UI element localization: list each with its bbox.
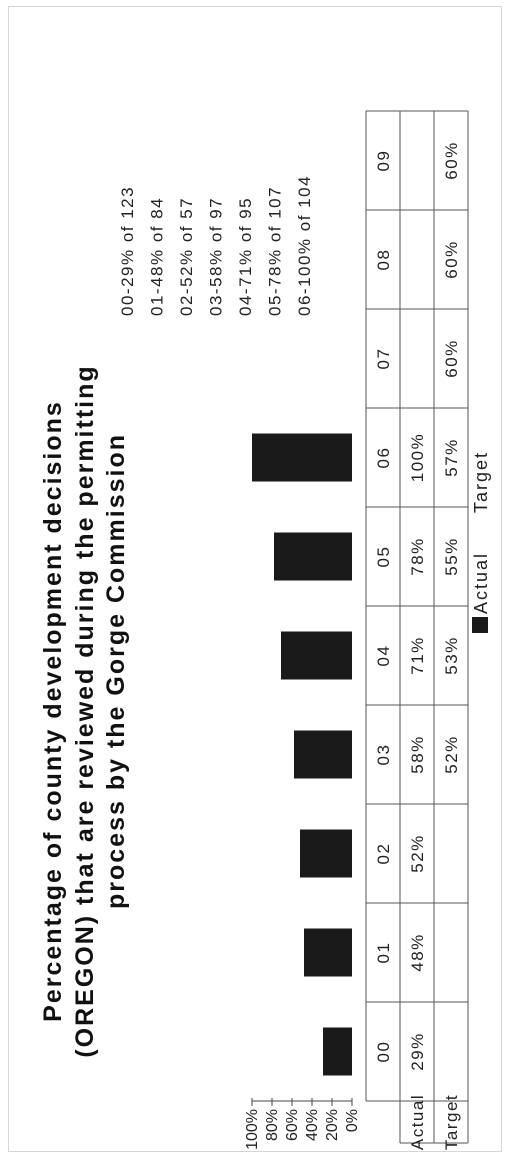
data-label: 53% (442, 636, 461, 675)
chart-frame: Percentage of county development decisio… (8, 6, 502, 1152)
y-axis: 0%20%40%60%80%100% (244, 1098, 361, 1150)
data-label: 78% (408, 537, 427, 576)
bar-actual (294, 730, 352, 779)
data-label: 60% (442, 339, 461, 378)
chart-title-line: process by the Gorge Commission (102, 433, 130, 909)
y-tick-label: 60% (284, 1109, 301, 1141)
category-label: 06 (374, 447, 393, 469)
bar-actual (304, 928, 352, 977)
data-table: 00 01 02 03 04 05 06 07 08 09 Actual 29% 48% 52% 58% 71… (365, 110, 469, 1150)
data-label: 55% (442, 537, 461, 576)
data-label: 71% (408, 636, 427, 675)
table-row-label: Target (442, 1094, 461, 1150)
legend-label-actual: Actual (471, 552, 491, 614)
chart-canvas: Percentage of county development decisio… (39, 110, 491, 1150)
note-line: 01-48% of 84 (148, 197, 167, 316)
chart-title: Percentage of county development decisio… (39, 364, 130, 1057)
category-label: 07 (374, 348, 393, 370)
table-row-label: Actual (408, 1094, 427, 1150)
data-label: 100% (408, 433, 427, 482)
category-label: 02 (374, 843, 393, 865)
category-label: 03 (374, 744, 393, 766)
bar-actual (323, 1027, 352, 1076)
y-tick-label: 100% (244, 1109, 261, 1150)
category-label: 08 (374, 249, 393, 271)
chart-title-line: (OREGON) that are reviewed during the pe… (71, 364, 99, 1057)
legend-swatch-actual (472, 617, 488, 633)
y-tick-label: 40% (304, 1109, 321, 1141)
chart-rotated-area: Percentage of county development decisio… (11, 11, 501, 1151)
y-tick-label: 20% (324, 1109, 341, 1141)
category-label: 04 (374, 645, 393, 667)
data-label: 58% (408, 735, 427, 774)
note-line: 00-29% of 123 (118, 186, 137, 316)
bar-actual (252, 433, 352, 482)
data-label: 52% (408, 834, 427, 873)
bar-actual (300, 829, 352, 878)
category-label: 00 (374, 1041, 393, 1063)
data-label: 29% (408, 1032, 427, 1071)
category-label: 05 (374, 546, 393, 568)
legend-label-target: Target (471, 451, 491, 513)
note-line: 05-78% of 107 (266, 186, 285, 316)
data-label: 57% (442, 438, 461, 477)
data-label: 60% (442, 240, 461, 279)
bar-series-actual (252, 433, 352, 1076)
bar-actual (281, 631, 352, 680)
note-line: 02-52% of 57 (177, 197, 196, 316)
data-label: 48% (408, 933, 427, 972)
chart-title-line: Percentage of county development decisio… (39, 400, 67, 1022)
category-label: 01 (374, 942, 393, 964)
data-label: 60% (442, 141, 461, 180)
category-label: 09 (374, 150, 393, 172)
y-tick-label: 0% (344, 1109, 361, 1132)
y-tick-label: 80% (264, 1109, 281, 1141)
bar-actual (274, 532, 352, 581)
legend: Actual Target (471, 451, 491, 633)
data-label: 52% (442, 735, 461, 774)
note-line: 06-100% of 104 (295, 175, 314, 316)
note-line: 04-71% of 95 (236, 197, 255, 316)
note-line: 03-58% of 97 (207, 197, 226, 316)
notes-block: 00-29% of 123 01-48% of 84 02-52% of 57 03-… (118, 175, 314, 316)
